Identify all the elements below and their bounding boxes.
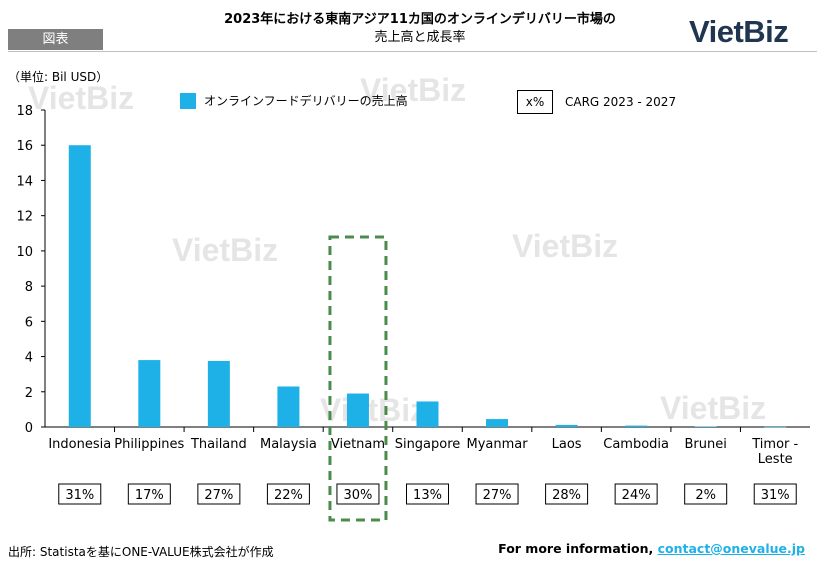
watermark: VietBiz <box>28 80 135 116</box>
y-tick-label: 10 <box>16 245 33 260</box>
cagr-box <box>336 483 380 505</box>
y-tick-label: 8 <box>25 280 33 295</box>
y-tick-label: 0 <box>25 421 33 436</box>
source-note: 出所: Statistaを基にONE-VALUE株式会社が作成 <box>8 545 274 559</box>
x-tick-label: Leste <box>758 452 793 467</box>
vietnam-highlight-frame <box>328 235 388 522</box>
y-tick-label: 4 <box>25 351 33 366</box>
bar <box>486 419 509 427</box>
cagr-box <box>614 483 658 505</box>
cagr-box <box>545 483 589 505</box>
cagr-label: 24% <box>622 488 651 503</box>
y-tick-label: 12 <box>16 210 33 225</box>
vietbiz-logo: VietBiz <box>689 14 789 49</box>
cagr-box <box>58 483 102 505</box>
x-tick-label: Myanmar <box>466 437 528 452</box>
x-tick-label: Malaysia <box>260 437 317 452</box>
watermark: VietBiz <box>360 72 467 108</box>
chart-title: 2023年における東南アジア11カ国のオンラインデリバリー市場の 売上高と成長率 <box>140 11 700 47</box>
legend-cagr: x% CARG 2023 - 2027 <box>517 90 676 114</box>
cagr-box <box>266 483 310 505</box>
x-tick-label: Laos <box>552 437 582 452</box>
contact-prefix: For more information, <box>498 541 658 556</box>
x-tick-label: Brunei <box>685 437 727 452</box>
watermark: VietBiz <box>512 228 619 264</box>
cagr-label: 17% <box>135 488 164 503</box>
cagr-label: 31% <box>761 488 790 503</box>
x-tick-label: Vietnam <box>331 437 385 452</box>
chart-title-line2: 売上高と成長率 <box>374 30 466 45</box>
bar <box>555 424 578 427</box>
y-tick-label: 16 <box>16 139 33 154</box>
cagr-box <box>753 483 797 505</box>
bar <box>764 426 787 428</box>
legend-cagr-box: x% <box>517 90 553 114</box>
x-tick-label: Philippines <box>114 437 184 452</box>
legend-sales: オンラインフードデリバリーの売上高 <box>180 92 408 109</box>
bar <box>346 393 369 427</box>
watermark: VietBiz <box>660 390 767 426</box>
x-tick-label: Indonesia <box>48 437 111 452</box>
bar <box>207 360 230 427</box>
cagr-label: 22% <box>274 488 303 503</box>
bar <box>625 425 648 427</box>
y-tick-label: 2 <box>25 386 33 401</box>
watermark: VietBiz <box>320 392 427 428</box>
cagr-box <box>684 483 728 505</box>
cagr-label: 27% <box>483 488 512 503</box>
y-tick-label: 14 <box>16 174 33 189</box>
cagr-box <box>475 483 519 505</box>
watermark: VietBiz <box>172 232 279 268</box>
bar <box>68 145 91 427</box>
contact-email-link[interactable]: contact@onevalue.jp <box>657 541 805 556</box>
x-tick-label: Timor - <box>751 437 798 452</box>
cagr-label: 28% <box>552 488 581 503</box>
y-tick-label: 6 <box>25 315 33 330</box>
cagr-box <box>197 483 241 505</box>
cagr-label: 31% <box>65 488 94 503</box>
cagr-label: 27% <box>204 488 233 503</box>
bar <box>694 426 717 427</box>
header-divider <box>8 51 817 52</box>
figure-label: 図表 <box>8 29 103 50</box>
cagr-label: 13% <box>413 488 442 503</box>
legend-swatch <box>180 92 196 109</box>
bar <box>277 386 300 427</box>
contact-info: For more information, contact@onevalue.j… <box>498 541 805 556</box>
y-tick-label: 18 <box>16 104 33 119</box>
legend-sales-label: オンラインフードデリバリーの売上高 <box>204 94 408 108</box>
x-tick-label: Thailand <box>190 437 247 452</box>
unit-label: （単位: Bil USD） <box>8 70 109 84</box>
cagr-label: 30% <box>344 488 373 503</box>
cagr-box <box>406 483 449 505</box>
legend-cagr-label: CARG 2023 - 2027 <box>565 95 677 109</box>
bar <box>138 360 161 427</box>
x-tick-label: Cambodia <box>603 437 669 452</box>
chart-title-line1: 2023年における東南アジア11カ国のオンラインデリバリー市場の <box>224 12 616 27</box>
x-tick-label: Singapore <box>395 437 461 452</box>
bar <box>416 401 439 427</box>
cagr-box <box>127 483 171 505</box>
cagr-label: 2% <box>695 488 716 503</box>
